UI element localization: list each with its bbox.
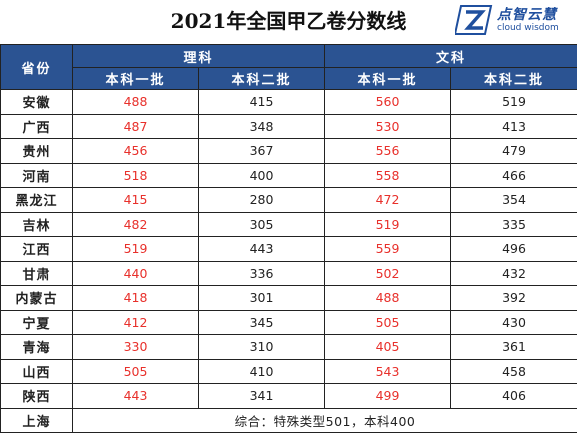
- score-cell-science-tier2: 415: [199, 90, 325, 115]
- score-cell-science-tier1: 412: [73, 310, 199, 335]
- score-cell-arts-tier1: 560: [325, 90, 451, 115]
- province-cell: 山西: [1, 359, 73, 384]
- score-cell-science-tier2: 301: [199, 286, 325, 311]
- province-cell: 安徽: [1, 90, 73, 115]
- logo-chinese-text: 点智云慧: [497, 4, 557, 24]
- liberal-arts-group-header: 文科: [325, 45, 577, 68]
- subheader-arts-tier1: 本科一批: [325, 68, 451, 90]
- province-cell: 吉林: [1, 212, 73, 237]
- province-cell: 黑龙江: [1, 188, 73, 213]
- province-header: 省份: [1, 45, 73, 90]
- province-cell: 陕西: [1, 384, 73, 409]
- score-cell-arts-tier1: 502: [325, 261, 451, 286]
- shanghai-note-cell: 综合：特殊类型501，本科400: [73, 408, 577, 433]
- score-cell-science-tier1: 488: [73, 90, 199, 115]
- score-cell-science-tier2: 341: [199, 384, 325, 409]
- score-cell-science-tier1: 487: [73, 114, 199, 139]
- subheader-arts-tier2: 本科二批: [451, 68, 577, 90]
- score-cell-arts-tier1: 405: [325, 335, 451, 360]
- score-cell-arts-tier2: 354: [451, 188, 577, 213]
- province-cell: 内蒙古: [1, 286, 73, 311]
- score-cell-science-tier2: 345: [199, 310, 325, 335]
- score-cell-science-tier2: 400: [199, 163, 325, 188]
- score-cell-arts-tier1: 543: [325, 359, 451, 384]
- score-cell-science-tier1: 330: [73, 335, 199, 360]
- score-cell-science-tier1: 415: [73, 188, 199, 213]
- score-cell-arts-tier1: 530: [325, 114, 451, 139]
- score-cell-science-tier2: 443: [199, 237, 325, 262]
- logo-english-text: cloud wisdom: [497, 23, 559, 33]
- title-bar: 2021年全国甲乙卷分数线 点智云慧 cloud wisdom: [0, 0, 577, 43]
- subheader-science-tier2: 本科二批: [199, 68, 325, 90]
- score-cell-arts-tier2: 335: [451, 212, 577, 237]
- score-cell-arts-tier1: 499: [325, 384, 451, 409]
- score-cell-arts-tier2: 392: [451, 286, 577, 311]
- score-cell-science-tier1: 482: [73, 212, 199, 237]
- province-cell: 河南: [1, 163, 73, 188]
- province-cell: 宁夏: [1, 310, 73, 335]
- score-cell-arts-tier1: 556: [325, 139, 451, 164]
- score-cell-science-tier1: 519: [73, 237, 199, 262]
- score-cell-arts-tier2: 361: [451, 335, 577, 360]
- score-cell-science-tier1: 518: [73, 163, 199, 188]
- score-cell-science-tier2: 410: [199, 359, 325, 384]
- score-cell-arts-tier2: 406: [451, 384, 577, 409]
- score-cell-arts-tier1: 505: [325, 310, 451, 335]
- score-cell-science-tier1: 505: [73, 359, 199, 384]
- province-cell: 青海: [1, 335, 73, 360]
- score-cell-arts-tier2: 466: [451, 163, 577, 188]
- score-cell-science-tier2: 305: [199, 212, 325, 237]
- score-cell-arts-tier2: 519: [451, 90, 577, 115]
- score-cell-arts-tier2: 458: [451, 359, 577, 384]
- score-cell-arts-tier1: 519: [325, 212, 451, 237]
- score-cell-science-tier2: 280: [199, 188, 325, 213]
- score-cell-arts-tier1: 558: [325, 163, 451, 188]
- score-cell-arts-tier1: 488: [325, 286, 451, 311]
- score-cell-science-tier1: 440: [73, 261, 199, 286]
- brand-logo: 点智云慧 cloud wisdom: [455, 3, 573, 39]
- score-cell-science-tier2: 348: [199, 114, 325, 139]
- score-cell-science-tier2: 367: [199, 139, 325, 164]
- score-cell-science-tier1: 418: [73, 286, 199, 311]
- province-cell: 贵州: [1, 139, 73, 164]
- score-cell-science-tier2: 310: [199, 335, 325, 360]
- score-cell-science-tier1: 443: [73, 384, 199, 409]
- score-cell-arts-tier2: 479: [451, 139, 577, 164]
- subheader-science-tier1: 本科一批: [73, 68, 199, 90]
- province-cell: 广西: [1, 114, 73, 139]
- science-group-header: 理科: [73, 45, 325, 68]
- score-cell-science-tier2: 336: [199, 261, 325, 286]
- score-cell-arts-tier2: 496: [451, 237, 577, 262]
- score-cell-arts-tier2: 430: [451, 310, 577, 335]
- score-cell-arts-tier2: 432: [451, 261, 577, 286]
- province-cell: 上海: [1, 408, 73, 433]
- table-row: 上海综合：特殊类型501，本科400: [1, 408, 577, 433]
- province-cell: 江西: [1, 237, 73, 262]
- score-cell-arts-tier1: 559: [325, 237, 451, 262]
- logo-mark-icon: [455, 3, 493, 37]
- score-cell-arts-tier1: 472: [325, 188, 451, 213]
- score-cell-arts-tier2: 413: [451, 114, 577, 139]
- province-cell: 甘肃: [1, 261, 73, 286]
- score-cell-science-tier1: 456: [73, 139, 199, 164]
